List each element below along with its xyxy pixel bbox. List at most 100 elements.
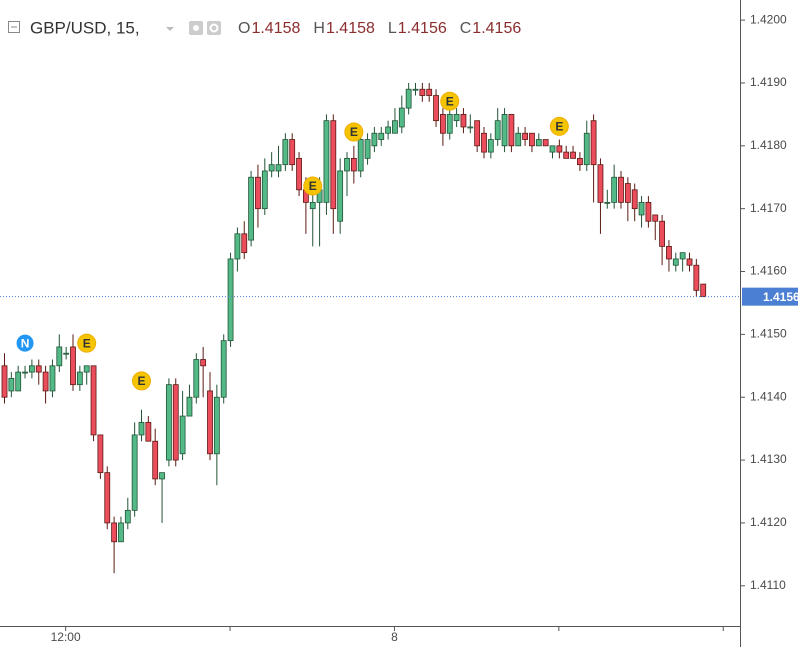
candle-body — [638, 201, 645, 216]
candle-body — [268, 164, 275, 172]
candle-body — [323, 120, 330, 203]
eye-icon-pupil — [193, 25, 199, 31]
candle-body — [172, 384, 179, 461]
event-label: E — [309, 179, 317, 193]
event-label: N — [21, 336, 30, 350]
plot-area: N E E E E E E — [0, 82, 740, 574]
candle-body — [378, 132, 385, 140]
candle-body — [255, 176, 261, 210]
candle-body — [652, 214, 659, 222]
candle-body — [508, 113, 515, 147]
candle-body — [693, 264, 700, 291]
candle-body — [590, 120, 597, 166]
candle-body — [56, 346, 63, 367]
collapse-icon[interactable] — [8, 21, 20, 33]
candle-body — [666, 245, 672, 260]
candle-body — [90, 365, 97, 436]
y-tick-label: 1.4180 — [750, 138, 787, 152]
candle-body — [344, 157, 350, 172]
ohlc-label: L — [388, 20, 397, 37]
candle-body — [659, 220, 665, 247]
candle-body — [63, 352, 70, 355]
candle-body — [42, 371, 49, 392]
event-marker — [303, 176, 323, 196]
settings-icon[interactable] — [207, 21, 221, 35]
y-tick-label: 1.4190 — [750, 75, 787, 89]
y-tick-label: 1.4170 — [750, 201, 787, 215]
candle-body — [535, 139, 542, 147]
candle-body — [426, 88, 433, 96]
candle-body — [487, 139, 494, 153]
candle-body — [467, 126, 474, 129]
candle-body — [474, 120, 481, 147]
candle-body — [679, 252, 686, 260]
candle-body — [118, 522, 124, 543]
candle-body — [570, 151, 576, 159]
dropdown-arrow[interactable] — [166, 27, 174, 31]
y-tick-label: 1.4200 — [750, 12, 787, 26]
symbol-title: GBP/USD, 15, — [30, 18, 140, 37]
candle-body — [481, 132, 487, 153]
candle-body — [563, 151, 570, 159]
candle-body — [70, 346, 76, 386]
candle-body — [8, 377, 15, 392]
candle-body — [220, 340, 227, 398]
candle-body — [124, 509, 131, 524]
candle-body — [76, 371, 83, 386]
candle-body — [296, 157, 302, 191]
candle-body — [433, 95, 439, 122]
candle-body — [282, 139, 289, 166]
candle-body — [28, 365, 35, 373]
candle-body — [234, 233, 241, 260]
event-label: E — [555, 120, 563, 134]
x-tick-label: 12:00 — [51, 630, 81, 644]
candle-body — [49, 365, 56, 392]
candle-body — [371, 132, 378, 147]
candle-body — [419, 88, 426, 96]
ohlc-value: 1.4158 — [251, 20, 300, 37]
candle-body — [494, 120, 501, 140]
ohlc-value: 1.4156 — [398, 20, 447, 37]
event-marker — [77, 333, 97, 353]
event-label: E — [446, 94, 454, 108]
event-marker — [549, 116, 569, 136]
candle-body — [241, 233, 248, 254]
candle-body — [686, 258, 693, 266]
candle-body — [549, 145, 556, 153]
candle-body — [529, 132, 535, 147]
header: GBP/USD, 15, O 1.4158 H 1.4158 L 1.4156 C 1.415… — [0, 8, 535, 38]
candle-body — [97, 434, 104, 474]
candle-body — [22, 371, 28, 374]
candle-body — [138, 421, 145, 436]
candle-body — [405, 88, 412, 109]
ohlc-label: O — [238, 20, 250, 37]
event-label: E — [137, 374, 145, 388]
candle-body — [337, 170, 344, 222]
candle-body — [604, 201, 611, 204]
candle-body — [583, 132, 590, 166]
candle-body — [460, 113, 467, 128]
candle-body — [186, 396, 193, 417]
candle-body — [577, 157, 583, 166]
candle-body — [700, 283, 707, 298]
candle-body — [631, 189, 638, 210]
x-tick-label: 8 — [391, 630, 398, 644]
candle-body — [111, 522, 117, 543]
candle-body — [501, 113, 508, 147]
event-label: E — [350, 125, 358, 139]
candle-body — [213, 396, 220, 455]
candle-body — [152, 440, 159, 480]
candle-body — [165, 384, 172, 461]
candle-body — [289, 139, 296, 166]
candle-body — [131, 434, 138, 511]
candle-body — [439, 113, 446, 134]
candle-body — [398, 107, 405, 128]
candle-body — [193, 359, 200, 398]
last-price-label: 1.4156 — [763, 290, 798, 304]
candle-body — [645, 201, 652, 222]
candle-body — [522, 132, 528, 140]
candle-body — [597, 164, 604, 203]
candle-body — [1, 365, 8, 398]
ohlc-legend: O 1.4158 H 1.4158 L 1.4156 C 1.4156 — [238, 20, 521, 37]
